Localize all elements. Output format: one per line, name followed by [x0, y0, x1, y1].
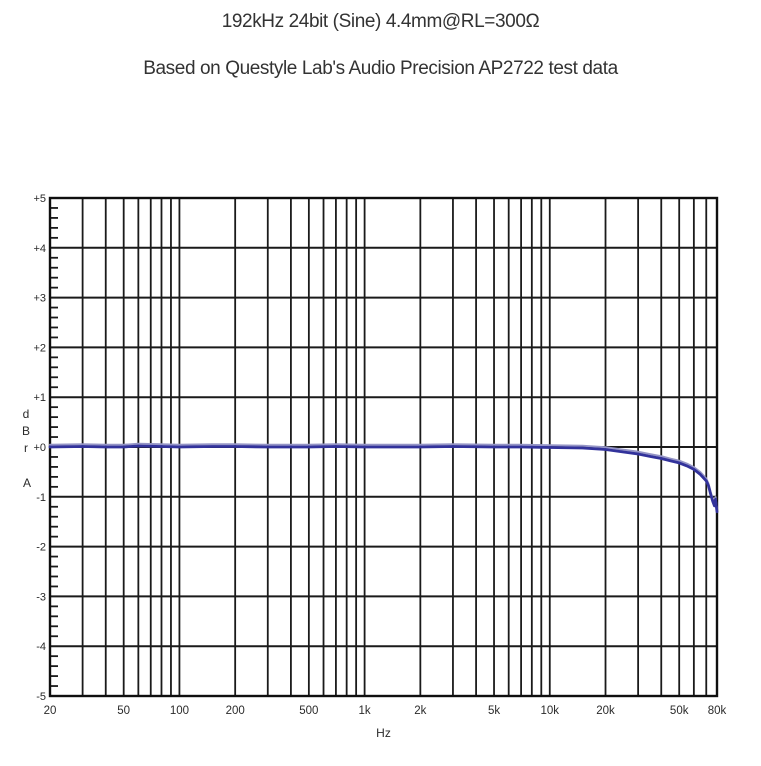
x-tick-label: 80k — [708, 705, 727, 717]
chart-subtitle: Based on Questyle Lab's Audio Precision … — [143, 58, 618, 79]
x-tick-label: 500 — [299, 705, 318, 717]
y-tick-label: +3 — [33, 293, 46, 305]
x-tick-label: 20k — [596, 705, 615, 717]
y-tick-label: -5 — [36, 691, 46, 703]
x-axis-unit-label: Hz — [376, 726, 391, 740]
y-axis-unit-label: d — [23, 407, 30, 421]
y-tick-label: +4 — [33, 243, 46, 255]
y-axis-unit-label: B — [22, 424, 30, 438]
y-tick-label: +2 — [33, 342, 46, 354]
y-tick-label: -4 — [36, 641, 46, 653]
x-tick-label: 20 — [44, 705, 57, 717]
x-tick-label: 200 — [226, 705, 245, 717]
x-tick-label: 2k — [414, 705, 426, 717]
y-tick-label: +0 — [33, 442, 46, 454]
y-axis-unit-suffix-label: A — [23, 476, 31, 490]
frequency-response-main — [48, 444, 719, 514]
x-tick-label: 10k — [540, 705, 559, 717]
x-tick-label: 50k — [670, 705, 689, 717]
x-tick-label: 1k — [359, 705, 371, 717]
x-tick-label: 50 — [117, 705, 130, 717]
x-tick-label: 100 — [170, 705, 189, 717]
y-tick-label: -1 — [36, 492, 46, 504]
y-axis-unit-label: r — [24, 441, 28, 455]
y-tick-label: +5 — [33, 193, 46, 205]
y-tick-label: -2 — [36, 542, 46, 554]
x-tick-label: 5k — [488, 705, 500, 717]
chart-title: 192kHz 24bit (Sine) 4.4mm@RL=300Ω — [221, 11, 540, 32]
y-tick-label: +1 — [33, 392, 46, 404]
y-tick-label: -3 — [36, 591, 46, 603]
